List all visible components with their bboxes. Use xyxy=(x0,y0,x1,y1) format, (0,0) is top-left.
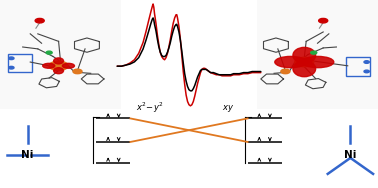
Ellipse shape xyxy=(293,47,316,63)
Circle shape xyxy=(49,61,68,70)
Circle shape xyxy=(364,70,369,73)
Ellipse shape xyxy=(43,63,55,68)
Circle shape xyxy=(35,18,44,23)
Circle shape xyxy=(319,18,328,23)
Ellipse shape xyxy=(62,63,74,68)
Circle shape xyxy=(364,61,369,63)
FancyBboxPatch shape xyxy=(0,0,121,109)
Ellipse shape xyxy=(54,58,64,64)
Ellipse shape xyxy=(293,61,316,77)
Circle shape xyxy=(9,66,14,69)
Ellipse shape xyxy=(54,68,64,74)
Text: $x^2\!-\!y^2$: $x^2\!-\!y^2$ xyxy=(136,101,164,115)
Text: Ni: Ni xyxy=(22,150,34,160)
Circle shape xyxy=(73,69,82,74)
FancyBboxPatch shape xyxy=(257,0,378,109)
Ellipse shape xyxy=(302,56,334,68)
Text: Ni: Ni xyxy=(344,150,356,160)
Text: $xy$: $xy$ xyxy=(222,103,234,114)
Circle shape xyxy=(311,51,317,54)
Circle shape xyxy=(46,51,52,54)
Ellipse shape xyxy=(275,56,307,68)
Circle shape xyxy=(295,57,314,67)
Circle shape xyxy=(281,69,290,74)
Circle shape xyxy=(9,57,14,60)
